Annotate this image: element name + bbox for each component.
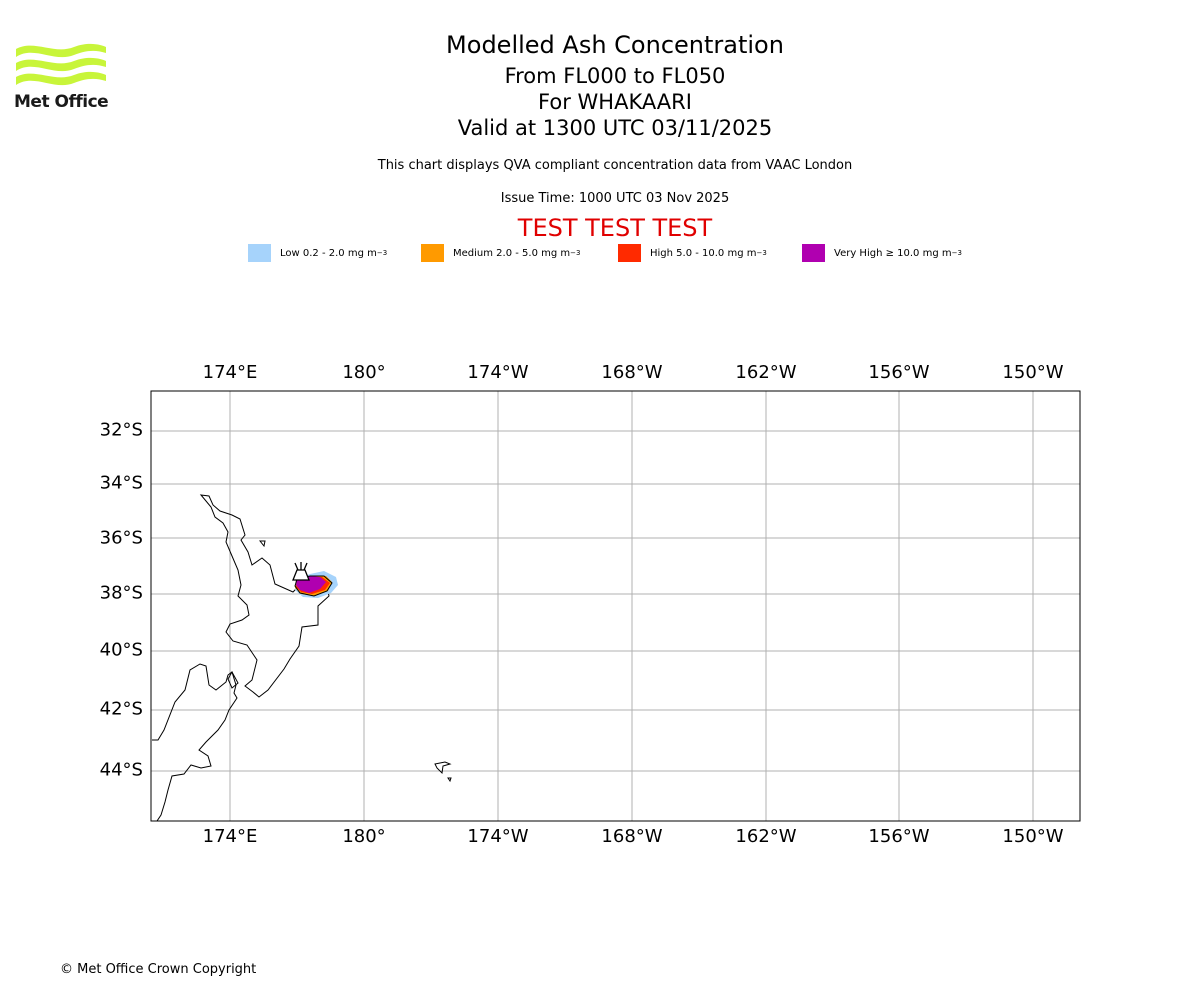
lat-label: 38°S xyxy=(99,582,143,604)
legend-label-very-high: Very High ≥ 10.0 mg m xyxy=(834,247,952,259)
lon-label-bottom: 168°W xyxy=(601,826,663,847)
legend-swatch-low xyxy=(248,244,271,262)
lon-label-bottom: 174°W xyxy=(467,826,529,847)
lat-label: 36°S xyxy=(99,527,143,549)
ash-cloud xyxy=(294,571,338,598)
legend-item-high: High 5.0 - 10.0 mg m −3 xyxy=(618,244,767,262)
chart-description: This chart displays QVA compliant concen… xyxy=(377,158,853,173)
issue-time: Issue Time: 1000 UTC 03 Nov 2025 xyxy=(500,191,730,206)
legend-swatch-high xyxy=(618,244,641,262)
lat-label: 42°S xyxy=(99,698,143,720)
met-office-logo-icon xyxy=(16,43,106,86)
south-island-coastline xyxy=(152,663,238,822)
volcano-name: For WHAKAARI xyxy=(538,90,692,114)
pitt-island-coastline xyxy=(447,777,452,783)
lon-label-top: 174°E xyxy=(202,362,258,383)
copyright-notice: © Met Office Crown Copyright xyxy=(60,962,257,977)
legend-item-medium: Medium 2.0 - 5.0 mg m −3 xyxy=(421,244,580,262)
legend-label-high: High 5.0 - 10.0 mg m xyxy=(650,247,757,259)
lon-label-top: 168°W xyxy=(601,362,663,383)
legend-label-low: Low 0.2 - 2.0 mg m xyxy=(280,247,377,259)
lon-label-top: 180° xyxy=(342,362,386,383)
lon-label-bottom: 180° xyxy=(342,826,386,847)
lon-label-bottom: 156°W xyxy=(868,826,930,847)
lon-label-bottom: 150°W xyxy=(1002,826,1064,847)
coastline xyxy=(152,494,452,822)
gridlines xyxy=(151,391,1080,821)
legend-swatch-very-high xyxy=(802,244,825,262)
test-banner: TEST TEST TEST xyxy=(517,214,713,242)
lat-label: 40°S xyxy=(99,639,143,661)
lon-label-top: 174°W xyxy=(467,362,529,383)
north-island-coastline xyxy=(199,494,330,698)
lon-label-top: 150°W xyxy=(1002,362,1064,383)
kapiti-island-coastline xyxy=(227,670,239,689)
lon-label-top: 162°W xyxy=(735,362,797,383)
lat-label: 32°S xyxy=(99,419,143,441)
legend-item-low: Low 0.2 - 2.0 mg m −3 xyxy=(248,244,387,262)
chart-title: Modelled Ash Concentration xyxy=(446,31,784,59)
coromandel-coastline xyxy=(258,540,266,548)
lon-label-bottom: 162°W xyxy=(735,826,797,847)
logo-text: Met Office xyxy=(14,92,109,112)
map-frame xyxy=(150,390,1081,822)
legend-label-medium: Medium 2.0 - 5.0 mg m xyxy=(453,247,571,259)
legend-item-very-high: Very High ≥ 10.0 mg m −3 xyxy=(802,244,962,262)
lon-label-top: 156°W xyxy=(868,362,930,383)
volcano-icon xyxy=(292,562,310,581)
legend-swatch-medium xyxy=(421,244,444,262)
flight-levels: From FL000 to FL050 xyxy=(504,64,726,88)
lat-label: 44°S xyxy=(99,759,143,781)
chatham-islands-coastline xyxy=(434,761,452,775)
valid-time: Valid at 1300 UTC 03/11/2025 xyxy=(457,116,773,140)
lat-label: 34°S xyxy=(99,472,143,494)
ash-outline xyxy=(294,575,333,597)
lon-label-bottom: 174°E xyxy=(202,826,258,847)
